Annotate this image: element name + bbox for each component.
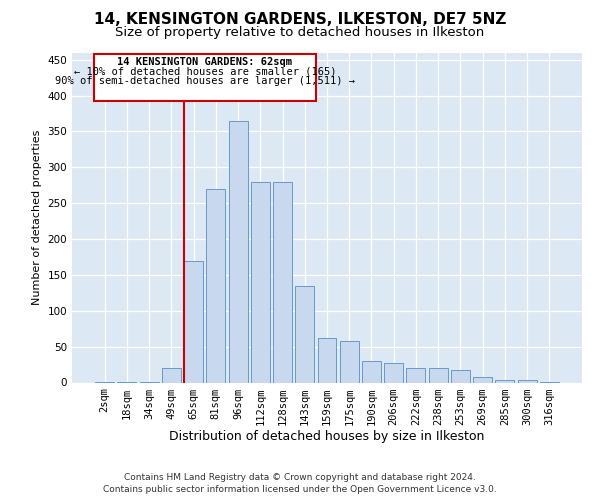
Bar [317,338,337,382]
X-axis label: Distribution of detached houses by size in Ilkeston: Distribution of detached houses by size … [169,430,485,444]
Text: 14, KENSINGTON GARDENS, ILKESTON, DE7 5NZ: 14, KENSINGTON GARDENS, ILKESTON, DE7 5N… [94,12,506,28]
Bar [429,368,448,382]
Bar [451,370,470,382]
Bar [251,182,270,382]
Bar [295,286,314,382]
Y-axis label: Number of detached properties: Number of detached properties [32,130,42,305]
Text: ← 10% of detached houses are smaller (165): ← 10% of detached houses are smaller (16… [74,67,336,77]
Text: Contains HM Land Registry data © Crown copyright and database right 2024.
Contai: Contains HM Land Registry data © Crown c… [103,472,497,494]
Bar [406,368,425,382]
Text: Size of property relative to detached houses in Ilkeston: Size of property relative to detached ho… [115,26,485,39]
Bar [362,361,381,382]
Bar [184,260,203,382]
Bar [384,363,403,382]
Bar [206,189,225,382]
Bar [162,368,181,382]
Bar [473,378,492,382]
Bar [273,182,292,382]
FancyBboxPatch shape [94,54,316,102]
Text: 14 KENSINGTON GARDENS: 62sqm: 14 KENSINGTON GARDENS: 62sqm [118,57,292,67]
Text: 90% of semi-detached houses are larger (1,511) →: 90% of semi-detached houses are larger (… [55,76,355,86]
Bar [340,341,359,382]
Bar [518,380,536,382]
Bar [496,380,514,382]
Bar [229,120,248,382]
